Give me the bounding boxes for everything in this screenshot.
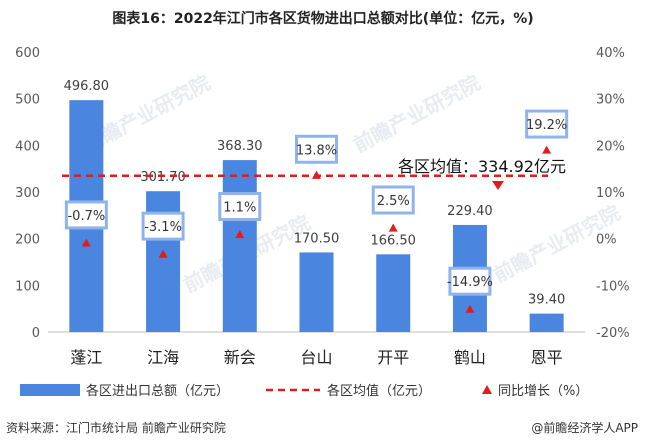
growth-label-box [218, 192, 262, 222]
bar-value-label: 229.40 [447, 204, 493, 219]
growth-marker [81, 238, 91, 247]
bar-value-label: 496.80 [64, 79, 110, 94]
growth-marker [312, 170, 321, 179]
growth-marker [388, 223, 398, 232]
growth-label: -14.9% [447, 275, 493, 290]
left-tick-label: 600 [15, 46, 40, 61]
category-label: 开平 [377, 348, 409, 367]
bar-value-label: 39.40 [528, 293, 565, 308]
brand-credit: @前瞻经济学人APP [531, 421, 638, 435]
average-annotation-group: 各区均值：334.92亿元 [398, 157, 566, 190]
right-tick-label: -20% [596, 326, 630, 341]
bar-value-labels: 496.80 301.70 368.30 170.50 166.50 229.40 39.4… [64, 79, 566, 307]
legend: 各区进出口总额（亿元） 各区均值（亿元） 同比增长（%） [20, 383, 588, 399]
bar [299, 252, 334, 332]
growth-label-box [141, 211, 185, 241]
growth-label-box [525, 109, 569, 139]
bar-value-label: 368.30 [217, 139, 263, 154]
growth-label: 13.8% [296, 143, 337, 158]
category-labels: 蓬江 江海 新会 台山 开平 鹤山 恩平 [70, 348, 562, 367]
legend-bar-swatch [20, 384, 80, 396]
left-tick-label: 400 [15, 139, 40, 154]
growth-label-box [295, 134, 338, 164]
left-tick-label: 300 [15, 186, 40, 201]
growth-label-box [448, 266, 492, 296]
chart-title: 图表16：2022年江门市各区货物进出口总额对比(单位：亿元，%) [112, 11, 534, 27]
average-annotation: 各区均值：334.92亿元 [398, 157, 566, 176]
bar [376, 254, 411, 332]
right-tick-label: -10% [596, 279, 630, 294]
annotation-arrow [492, 181, 504, 190]
growth-markers [81, 145, 552, 313]
legend-line-label: 各区均值（亿元） [327, 383, 431, 399]
bar-value-label: 170.50 [294, 231, 340, 246]
legend-bar-label: 各区进出口总额（亿元） [86, 383, 229, 399]
bar [222, 160, 257, 332]
category-label: 江海 [147, 348, 179, 367]
category-label: 蓬江 [70, 348, 102, 367]
category-label: 台山 [300, 348, 332, 367]
source-note: 资料来源：江门市统计局 前瞻产业研究院 [6, 421, 226, 435]
growth-label-box [371, 185, 415, 215]
right-tick-label: 0% [596, 233, 617, 248]
growth-label: 2.5% [377, 194, 410, 209]
growth-label: 19.2% [526, 118, 567, 133]
growth-labels: -0.7% -3.1% 1.1% 13.8% 2.5% -14.9% 19.2% [64, 109, 569, 296]
bar-value-label: 166.50 [370, 233, 416, 248]
bar [529, 313, 564, 332]
growth-label-box [64, 200, 108, 230]
growth-label: 1.1% [223, 201, 256, 216]
growth-marker [465, 304, 475, 313]
left-tick-label: 200 [15, 233, 40, 248]
growth-marker [542, 145, 552, 154]
left-tick-label: 500 [15, 93, 40, 108]
right-tick-label: 40% [596, 46, 625, 61]
growth-marker [158, 249, 168, 258]
legend-marker-label: 同比增长（%） [498, 384, 588, 399]
right-tick-label: 30% [596, 93, 625, 108]
watermark-text: 前瞻产业研究院 [349, 70, 484, 157]
growth-label: -0.7% [67, 209, 105, 224]
bar-value-label: 301.70 [140, 170, 186, 185]
growth-label: -3.1% [144, 220, 182, 235]
category-label: 鹤山 [454, 348, 486, 367]
right-tick-label: 10% [596, 186, 625, 201]
category-label: 恩平 [531, 348, 563, 367]
legend-marker-swatch [482, 385, 492, 394]
category-label: 新会 [224, 348, 256, 367]
left-tick-label: 0 [32, 326, 40, 341]
left-tick-label: 100 [15, 279, 40, 294]
right-tick-label: 20% [596, 139, 625, 154]
growth-marker [235, 230, 245, 239]
right-axis: -20% -10% 0% 10% 20% 30% 40% [596, 46, 630, 341]
